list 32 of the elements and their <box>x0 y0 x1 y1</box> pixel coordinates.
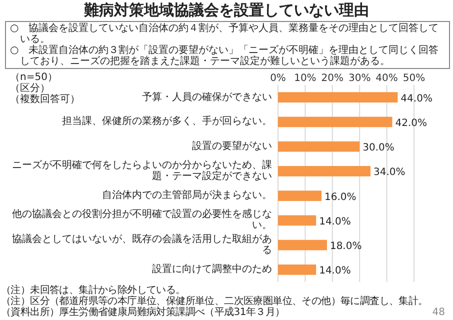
data-label: 30.0% <box>362 142 394 154</box>
x-tick-label: 30% <box>348 73 371 84</box>
y-tick-label: 他の協議会との役割分担が不明確で設置の必要性を感じない。 <box>11 208 272 233</box>
text: ○ 協議会を設置していない自治体の約４割が、予算や人員、業務量をその理由として回答している。 <box>10 23 440 45</box>
data-label: 16.0% <box>324 192 356 203</box>
x-tick-label: 20% <box>321 73 344 84</box>
y-tick-label: 予算・人員の確保ができない <box>142 92 272 103</box>
y-tick-label: 担当課、保健所の業務が多く、手が回らない。 <box>61 114 272 130</box>
x-tick-label: 0% <box>270 73 286 84</box>
data-label: 14.0% <box>319 216 351 228</box>
x-tick-label: 40% <box>376 73 398 84</box>
data-label: 34.0% <box>373 167 406 178</box>
text: （区分） <box>10 83 50 94</box>
x-tick-label: 10% <box>294 73 316 84</box>
text: （注）未回答は、集計から除外している。 <box>1 285 186 296</box>
text: ○ 未設置自治体の約３割が「設置の要望がない」「ニーズが不明確」を理由として同じく回答しており、ニーズの把握を踏まえた課題・テーマ設定が難しいという課題がある。 <box>10 45 440 67</box>
y-tick-label: 協議会としてはいないが、既存の会議を活用した取組がある <box>11 232 272 258</box>
data-label: 14.0% <box>319 266 351 277</box>
y-tick-label: 設置の要望がない <box>191 140 272 154</box>
text: （n=50） <box>10 72 58 83</box>
data-label: 44.0% <box>400 93 432 104</box>
text: （複数回答可） <box>10 94 80 105</box>
text: （資料出所）厚生労働省健康局難病対策課調べ（平成31年３月） <box>1 307 285 318</box>
data-label: 42.0% <box>395 118 428 129</box>
text: 48 <box>432 307 445 318</box>
chart-title: 難病対策地域協議会を設置していない理由 <box>82 1 370 19</box>
y-tick-label: 自治体内での主管部局が決まらない。 <box>101 188 272 204</box>
x-tick-label: 50% <box>402 73 426 84</box>
y-tick-label: 設置に向けて調整中のため <box>151 262 272 278</box>
y-tick-label: ニーズが不明確で何をしたらよいのか分からないため、課題・テーマ設定ができない <box>11 158 272 184</box>
data-label: 18.0% <box>330 241 362 252</box>
text: （注）区分（都道府県等の本庁単位、保健所単位、二次医療圏単位、その他）毎に調査し、集計。 <box>1 296 428 307</box>
